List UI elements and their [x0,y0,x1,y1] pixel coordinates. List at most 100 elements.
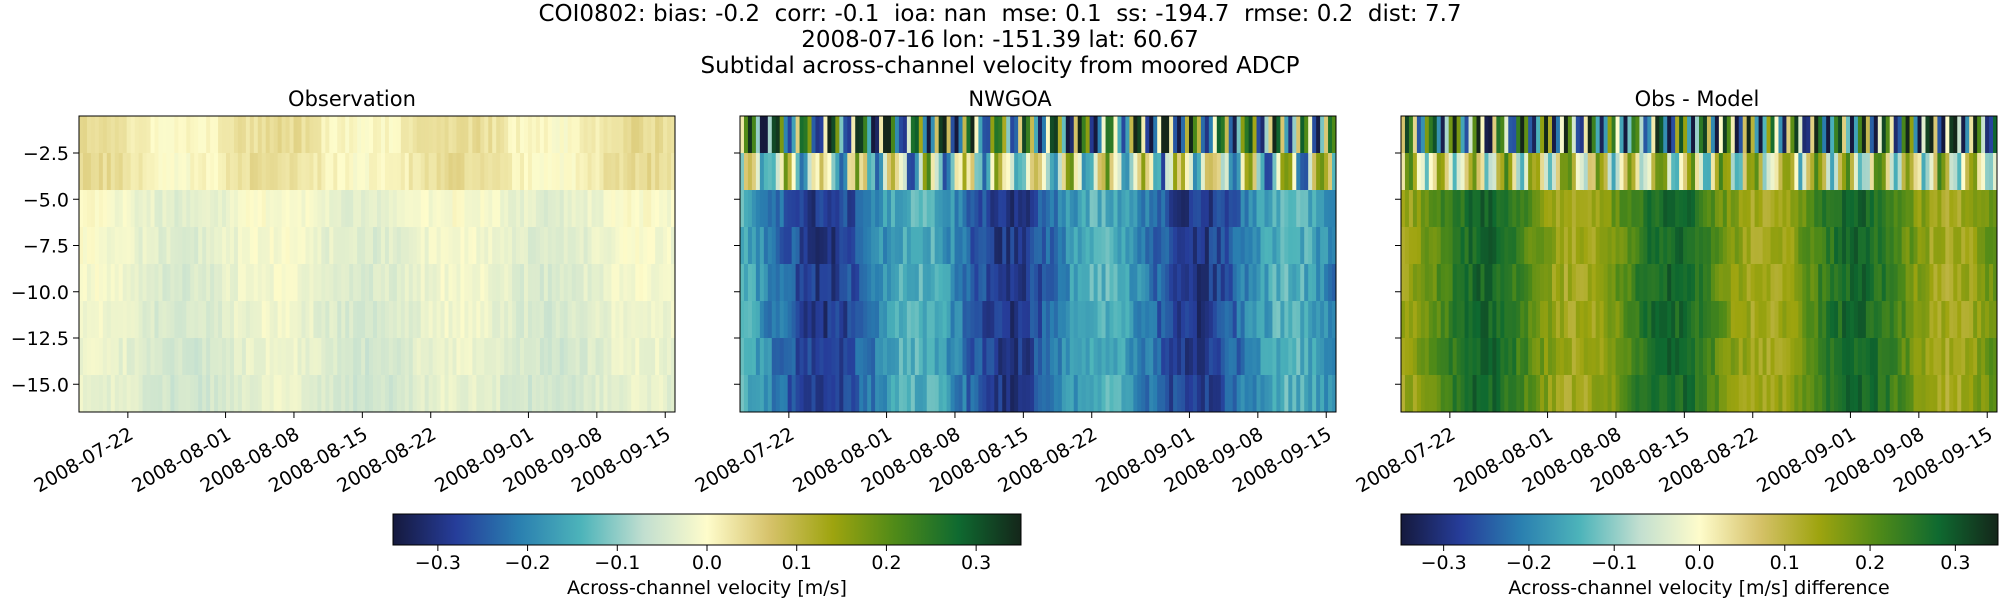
heatmap-cell-nwgoa [871,227,876,265]
heatmap-cell-nwgoa [1141,227,1146,265]
heatmap-cell-observation [142,375,147,413]
heatmap-cell-obs-minus-model [1532,153,1537,191]
heatmap-cell-observation [575,338,581,376]
heatmap-cell-obs-minus-model [1766,190,1771,228]
heatmap-cell-observation [130,264,136,302]
heatmap-cell-observation [337,375,342,413]
heatmap-cell-obs-minus-model [1714,116,1720,154]
heatmap-cell-observation [444,153,449,191]
heatmap-cell-obs-minus-model [1579,116,1585,154]
heatmap-cell-obs-minus-model [1488,375,1493,413]
heatmap-cell-obs-minus-model [1544,116,1549,154]
heatmap-cell-observation [599,375,604,413]
heatmap-cell-observation [265,375,271,413]
heatmap-cell-observation [158,264,163,302]
heatmap-cell-observation [508,153,513,191]
heatmap-cell-observation [599,301,604,339]
heatmap-cell-obs-minus-model [1464,301,1469,339]
heatmap-cell-observation [301,301,306,339]
heatmap-cell-obs-minus-model [1548,375,1553,413]
heatmap-cell-nwgoa [1097,264,1102,302]
heatmap-cell-obs-minus-model [1842,375,1847,413]
heatmap-cell-nwgoa [1085,301,1091,339]
heatmap-cell-obs-minus-model [1937,375,1942,413]
heatmap-cell-nwgoa [894,153,900,191]
heatmap-cell-observation [667,190,672,228]
heatmap-cell-obs-minus-model [1818,338,1823,376]
heatmap-cell-observation [448,338,453,376]
heatmap-cell-obs-minus-model [1651,153,1656,191]
heatmap-cell-obs-minus-model [1687,338,1692,376]
heatmap-cell-observation [241,301,247,339]
heatmap-cell-obs-minus-model [1424,227,1430,265]
heatmap-cell-observation [150,301,155,339]
heatmap-cell-nwgoa [1121,116,1126,154]
heatmap-cell-nwgoa [1276,190,1281,228]
heatmap-cell-nwgoa [1006,375,1011,413]
heatmap-cell-obs-minus-model [1635,116,1640,154]
heatmap-cell-observation [257,375,263,413]
heatmap-cell-observation [365,301,370,339]
heatmap-cell-nwgoa [1236,338,1242,376]
heatmap-cell-nwgoa [1248,153,1253,191]
heatmap-cell-observation [142,338,147,376]
heatmap-cell-obs-minus-model [1591,153,1597,191]
heatmap-cell-obs-minus-model [1838,375,1843,413]
heatmap-cell-observation [373,116,378,154]
heatmap-cell-nwgoa [986,116,991,154]
heatmap-cell-nwgoa [958,375,963,413]
heatmap-cell-obs-minus-model [1468,264,1473,302]
heatmap-cell-observation [337,116,342,154]
heatmap-cell-obs-minus-model [1571,338,1577,376]
heatmap-cell-obs-minus-model [1691,264,1696,302]
heatmap-cell-obs-minus-model [1440,375,1446,413]
heatmap-cell-obs-minus-model [1635,153,1640,191]
heatmap-cell-nwgoa [1332,338,1337,376]
heatmap-cell-nwgoa [1296,153,1301,191]
heatmap-cell-nwgoa [930,153,936,191]
heatmap-cell-obs-minus-model [1420,338,1426,376]
heatmap-cell-observation [563,227,569,265]
figure-title-line-1: COI0802: bias: -0.2 corr: -0.1 ioa: nan … [538,1,1462,27]
heatmap-cell-obs-minus-model [1695,190,1700,228]
heatmap-cell-obs-minus-model [1726,264,1732,302]
heatmap-cell-observation [432,375,437,413]
heatmap-cell-obs-minus-model [1746,227,1752,265]
heatmap-cell-obs-minus-model [1567,190,1573,228]
heatmap-cell-nwgoa [1264,153,1269,191]
heatmap-cell-nwgoa [1133,301,1138,339]
heatmap-cell-obs-minus-model [1798,227,1803,265]
heatmap-cell-obs-minus-model [1770,153,1775,191]
heatmap-cell-observation [412,190,418,228]
heatmap-cell-obs-minus-model [1436,227,1442,265]
heatmap-cell-observation [198,301,203,339]
heatmap-cell-obs-minus-model [1742,153,1748,191]
heatmap-cell-nwgoa [954,375,959,413]
heatmap-cell-obs-minus-model [1595,301,1601,339]
heatmap-cell-obs-minus-model [1865,116,1871,154]
heatmap-cell-nwgoa [938,375,944,413]
heatmap-cell-observation [233,190,239,228]
heatmap-cell-observation [357,301,362,339]
heatmap-cell-nwgoa [890,190,896,228]
heatmap-cell-observation [456,264,461,302]
heatmap-cell-observation [122,190,128,228]
heatmap-cell-observation [420,116,426,154]
heatmap-cell-obs-minus-model [1647,153,1652,191]
heatmap-cell-obs-minus-model [1528,338,1533,376]
heatmap-cell-obs-minus-model [1444,116,1450,154]
heatmap-cell-nwgoa [787,116,793,154]
heatmap-cell-nwgoa [827,190,832,228]
heatmap-cell-nwgoa [1089,190,1095,228]
heatmap-cell-nwgoa [1304,153,1309,191]
heatmap-cell-obs-minus-model [1897,116,1903,154]
heatmap-cell-obs-minus-model [1766,301,1771,339]
heatmap-cell-observation [166,116,171,154]
heatmap-cell-nwgoa [898,116,904,154]
heatmap-cell-nwgoa [871,153,876,191]
heatmap-cell-obs-minus-model [1714,301,1720,339]
heatmap-cell-obs-minus-model [1814,264,1819,302]
heatmap-cell-observation [551,338,557,376]
heatmap-cell-observation [317,338,322,376]
heatmap-cell-obs-minus-model [1917,227,1922,265]
